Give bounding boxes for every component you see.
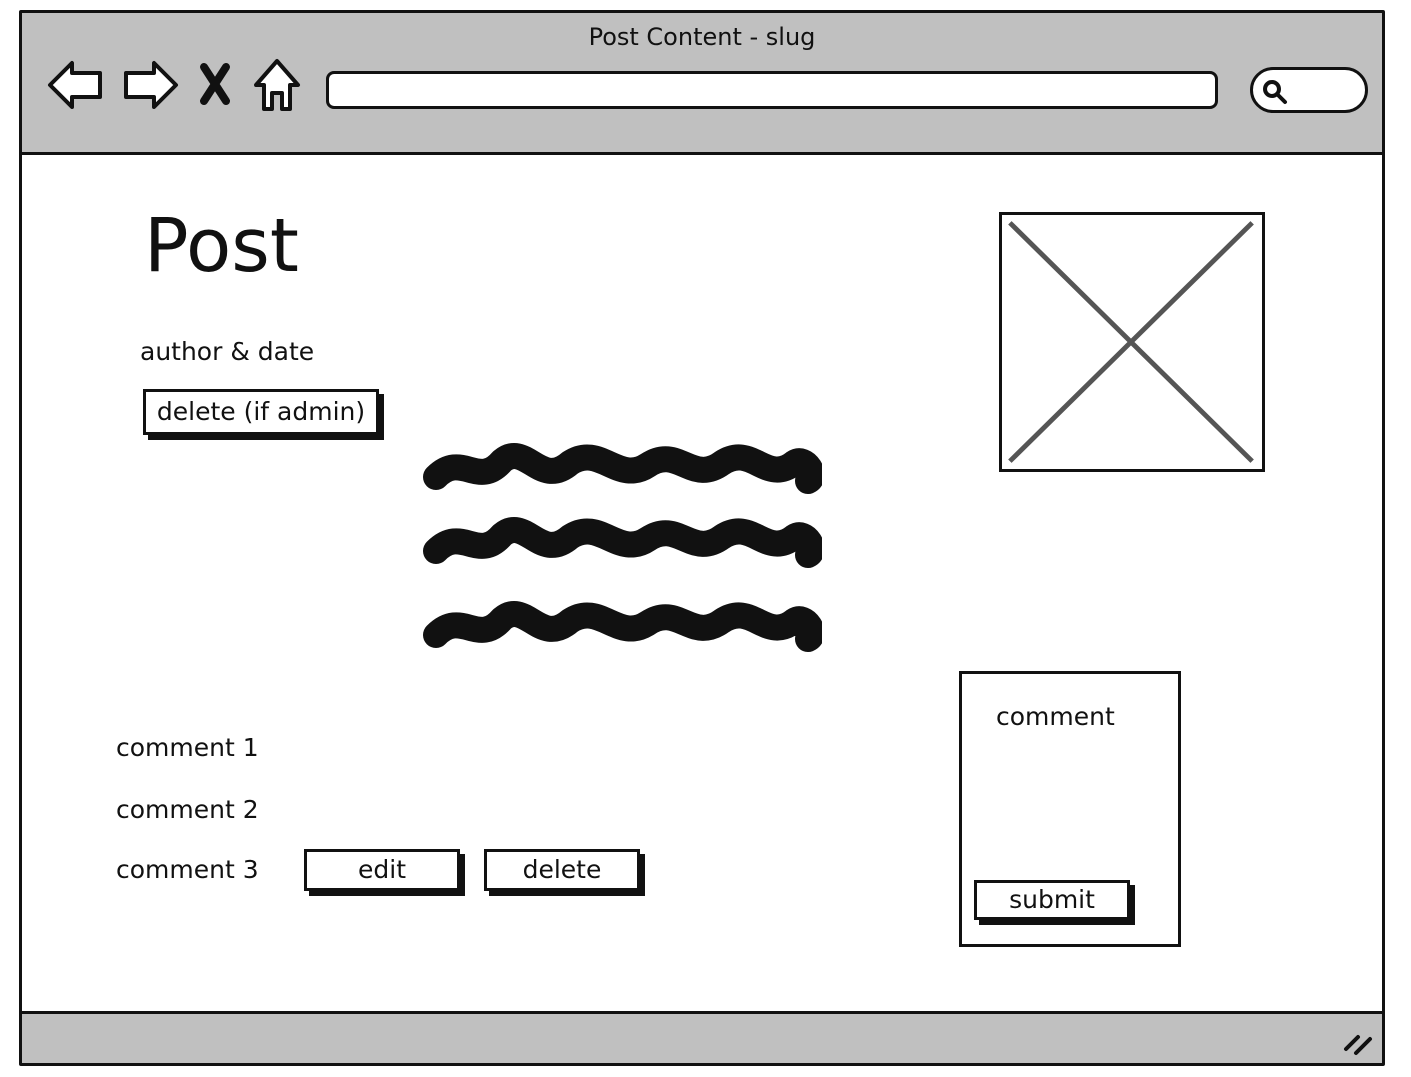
search-box[interactable] [1250,67,1368,113]
comment-textarea[interactable] [972,684,1168,864]
delete-comment-button[interactable]: delete [484,849,640,891]
address-bar[interactable] [326,71,1218,109]
home-icon[interactable] [250,57,304,113]
delete-post-button[interactable]: delete (if admin) [143,389,379,435]
status-bar [22,1011,1382,1063]
image-placeholder [999,212,1265,472]
edit-comment-button[interactable]: edit [304,849,460,891]
comment-form: submit [959,671,1181,947]
post-author-date: author & date [140,337,315,366]
comment-item: comment 1 [116,733,259,762]
comment-item: comment 2 [116,795,259,824]
post-title: Post [144,203,299,289]
search-icon [1263,80,1287,104]
browser-toolbar: Post Content - slug [22,13,1382,155]
comment-item: comment 3 [116,855,259,884]
browser-window: Post Content - slug Post author & date d… [19,10,1385,1066]
back-arrow-icon[interactable] [46,57,106,113]
window-title: Post Content - slug [588,23,816,51]
forward-arrow-icon[interactable] [120,57,180,113]
post-body-scribble [423,443,822,652]
stop-x-icon[interactable] [192,57,238,113]
resize-grip-icon[interactable] [1342,1025,1374,1057]
submit-comment-button[interactable]: submit [974,880,1130,920]
